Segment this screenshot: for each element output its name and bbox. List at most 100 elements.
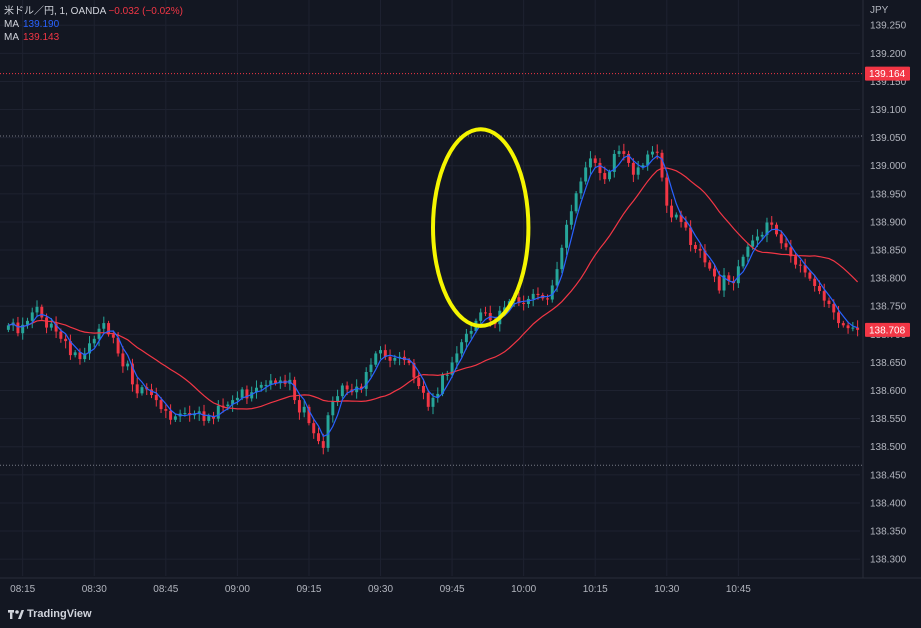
candle-body — [593, 158, 597, 163]
candle-body — [259, 384, 263, 388]
y-tick-label: 138.400 — [870, 498, 907, 509]
candle-body — [293, 379, 297, 401]
candle-body — [503, 307, 507, 311]
candle-body — [302, 406, 306, 413]
candle-body — [727, 275, 731, 281]
y-tick-label: 138.900 — [870, 217, 907, 228]
candle-body — [269, 380, 273, 385]
candle-body — [159, 400, 163, 410]
candle-body — [856, 327, 860, 330]
candle-body — [97, 328, 101, 339]
candle-body — [183, 413, 187, 415]
candle-body — [83, 353, 87, 360]
candle-body — [426, 392, 430, 407]
chart-legend: 米ドル／円, 1, OANDA −0.032 (−0.02%) MA 139.19… — [4, 5, 183, 44]
candle-body — [588, 158, 592, 168]
candle-body — [612, 153, 616, 172]
y-tick-label: 138.600 — [870, 386, 907, 397]
candle-body — [388, 356, 392, 361]
candle-body — [779, 234, 783, 244]
candle-body — [35, 306, 39, 313]
candle-body — [636, 167, 640, 175]
candle-body — [832, 303, 836, 313]
candle-body — [822, 291, 826, 301]
candle-body — [755, 236, 759, 241]
x-tick-label: 10:45 — [726, 584, 751, 595]
candle-body — [107, 323, 111, 335]
candle-body — [64, 338, 68, 342]
price-tag-label: 139.164 — [869, 69, 906, 80]
candle-body — [670, 205, 674, 218]
candle-body — [751, 240, 755, 247]
ma-fast-line — [8, 154, 858, 438]
candle-body — [264, 384, 268, 386]
candle-body — [765, 222, 769, 235]
price-tag: 139.164 — [865, 66, 910, 81]
x-tick-label: 10:00 — [511, 584, 536, 595]
candle-body — [479, 312, 483, 321]
candle-body — [703, 250, 707, 263]
symbol-label: 米ドル／円, 1, OANDA — [4, 6, 106, 17]
candle-body — [841, 323, 845, 326]
candle-body — [846, 325, 850, 329]
y-tick-label: 138.950 — [870, 189, 907, 200]
ma-slow-value: 139.143 — [23, 32, 60, 43]
candle-body — [412, 363, 416, 378]
candle-body — [455, 353, 459, 363]
candle-body — [569, 211, 573, 225]
x-tick-label: 09:15 — [296, 584, 321, 595]
candle-body — [698, 248, 702, 251]
candle-body — [221, 405, 225, 407]
candle-body — [407, 360, 411, 364]
candle-body — [102, 323, 106, 329]
candle-body — [88, 343, 91, 354]
candle-body — [121, 353, 125, 367]
candle-body — [674, 214, 678, 218]
candle-body — [813, 278, 817, 287]
candle-body — [631, 162, 635, 175]
candle-body — [760, 234, 764, 237]
candle-body — [40, 306, 44, 318]
candle-body — [445, 374, 449, 376]
candle-body — [484, 312, 487, 314]
y-tick-label: 138.850 — [870, 246, 907, 257]
ma-fast-row: MA 139.190 — [4, 18, 183, 31]
candle-body — [340, 385, 344, 397]
candle-body — [45, 317, 49, 328]
candle-body — [584, 167, 588, 182]
ma-slow-label: MA — [4, 32, 19, 43]
candle-body — [307, 406, 311, 424]
candle-body — [627, 153, 631, 163]
candle-body — [312, 423, 316, 434]
candle-body — [197, 411, 201, 414]
logo-text: TradingView — [27, 608, 92, 620]
candle-body — [469, 330, 473, 334]
candle-body — [374, 353, 378, 365]
candle-body — [250, 392, 254, 399]
candle-body — [355, 386, 359, 393]
y-tick-label: 139.000 — [870, 161, 907, 172]
tradingview-logo[interactable]: TradingView — [8, 608, 92, 620]
candle-body — [517, 297, 521, 303]
x-tick-label: 09:00 — [225, 584, 250, 595]
candle-body — [526, 298, 530, 304]
candle-body — [817, 286, 821, 292]
y-tick-label: 138.450 — [870, 470, 907, 481]
candle-body — [717, 276, 721, 291]
candle-body — [254, 387, 258, 393]
candle-body — [216, 405, 220, 419]
candle-body — [207, 415, 211, 421]
candle-body — [708, 262, 712, 269]
candle-body — [574, 193, 578, 212]
candle-body — [713, 268, 716, 277]
candle-body — [684, 221, 688, 228]
candle-body — [431, 397, 435, 407]
candle-body — [140, 387, 144, 394]
candle-body — [154, 395, 158, 401]
y-tick-label: 139.150 — [870, 77, 907, 88]
candle-body — [240, 389, 244, 398]
candle-body — [321, 441, 325, 448]
x-axis: 08:15 08:30 08:45 09:00 09:15 09:30 09:45 10:00… — [0, 577, 921, 595]
